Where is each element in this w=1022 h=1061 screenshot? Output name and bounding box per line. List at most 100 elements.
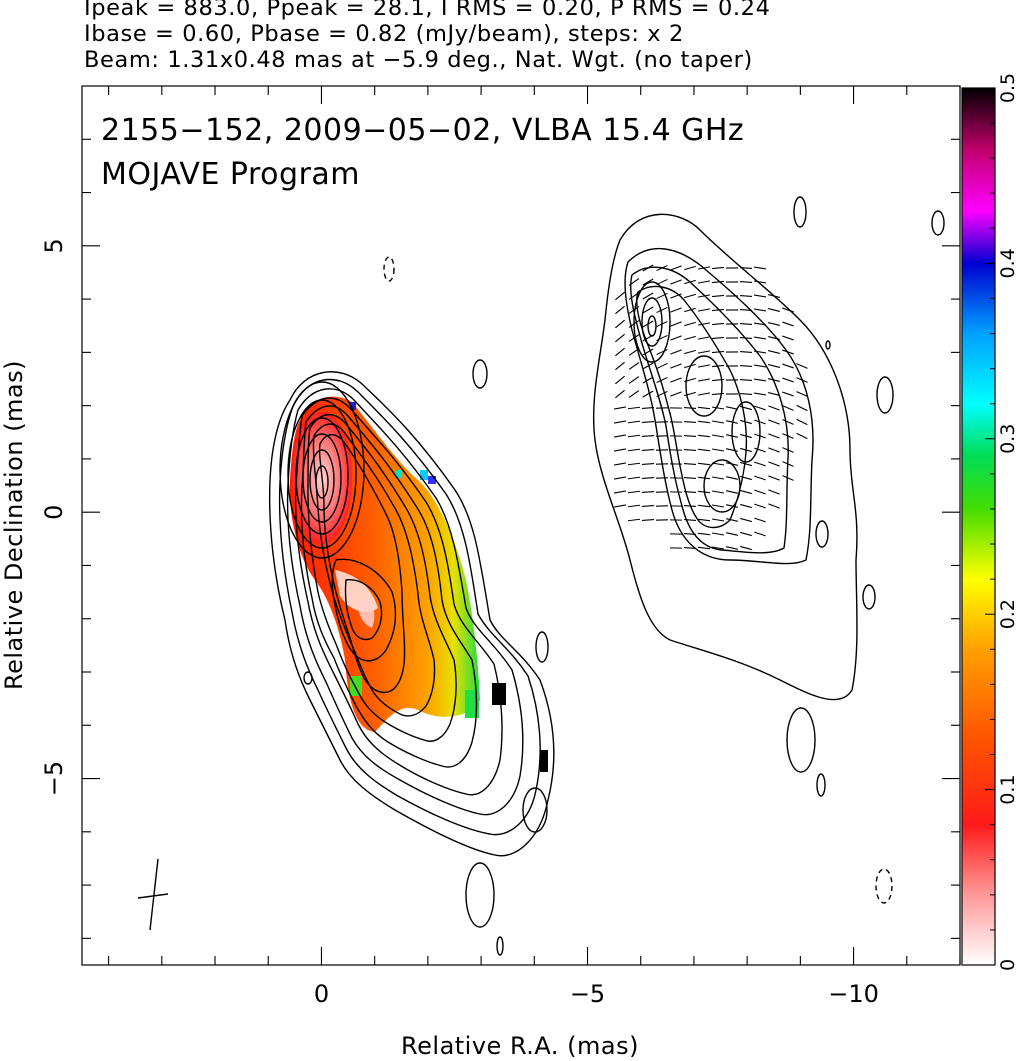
evpa-vector	[642, 376, 654, 384]
evpa-vector	[726, 420, 738, 424]
evpa-vector	[697, 490, 711, 494]
evpa-vector	[711, 504, 725, 508]
evpa-vector	[642, 362, 654, 370]
evpa-vector	[739, 351, 753, 353]
evpa-vectors	[613, 264, 808, 551]
evpa-vector	[641, 406, 655, 410]
evpa-vector	[684, 307, 696, 313]
plot-frame	[81, 85, 961, 966]
evpa-vector	[726, 532, 738, 536]
evpa-vector	[698, 266, 710, 270]
evpa-vector	[656, 362, 668, 370]
evpa-vector	[754, 419, 766, 425]
evpa-vector	[768, 447, 780, 453]
evpa-vector	[740, 489, 752, 495]
x-tick-label: −10	[828, 980, 879, 1008]
evpa-vector	[740, 517, 752, 523]
header-line-1: Ipeak = 883.0, Ppeak = 28.1, I RMS = 0.2…	[84, 0, 771, 21]
evpa-vector	[739, 281, 753, 283]
evpa-vector	[698, 378, 710, 382]
evpa-vector	[768, 322, 780, 326]
evpa-vector	[698, 364, 710, 368]
evpa-vector	[753, 378, 767, 382]
evpa-vector	[627, 518, 641, 522]
evpa-vector	[726, 504, 738, 508]
evpa-vector	[670, 279, 682, 285]
evpa-vector	[641, 462, 655, 466]
evpa-vector	[768, 475, 780, 481]
evpa-vector	[683, 519, 697, 521]
evpa-vector	[613, 448, 627, 452]
evpa-vector	[796, 404, 808, 412]
evpa-vector	[768, 461, 780, 467]
evpa-vector	[683, 533, 697, 535]
evpa-vector	[726, 546, 738, 550]
evpa-vector	[754, 447, 766, 453]
evpa-vector	[697, 476, 711, 480]
evpa-vector	[782, 447, 794, 453]
evpa-vector	[698, 336, 710, 340]
evpa-vector	[656, 376, 668, 384]
evpa-vector	[697, 532, 711, 536]
evpa-vector	[670, 335, 682, 341]
evpa-vector	[697, 406, 711, 410]
evpa-vector	[740, 433, 752, 439]
evpa-vector	[782, 307, 794, 313]
evpa-vector	[768, 419, 780, 425]
evpa-vector	[627, 462, 641, 466]
evpa-vector	[670, 293, 682, 299]
evpa-vector	[739, 295, 753, 297]
evpa-vector	[754, 517, 766, 523]
evpa-vector	[642, 264, 654, 272]
evpa-vector	[613, 504, 627, 508]
beam-marker	[137, 858, 169, 931]
evpa-vector	[711, 392, 725, 396]
evpa-vector	[711, 462, 725, 466]
evpa-vector	[670, 321, 682, 327]
evpa-vector	[615, 375, 625, 385]
evpa-vector	[754, 475, 766, 481]
evpa-vector	[628, 376, 640, 384]
evpa-vector	[613, 490, 627, 494]
evpa-vector	[613, 476, 627, 480]
evpa-vector	[740, 545, 752, 551]
evpa-vector	[711, 546, 725, 550]
evpa-vector	[697, 462, 711, 466]
evpa-vector	[627, 504, 641, 508]
evpa-vector	[782, 433, 794, 439]
evpa-vector	[656, 320, 668, 328]
evpa-vector	[768, 336, 780, 340]
evpa-vector	[641, 490, 655, 494]
evpa-vector	[641, 518, 655, 522]
evpa-vector	[768, 489, 780, 495]
evpa-vector	[683, 435, 697, 437]
evpa-vector	[615, 291, 625, 301]
evpa-vector	[656, 306, 668, 314]
axis-tick-labels: 0 −5 −10 5 0 −5	[40, 238, 879, 1008]
header-line-3: Beam: 1.31x0.48 mas at −5.9 deg., Nat. W…	[84, 47, 753, 73]
evpa-vector	[726, 490, 738, 494]
evpa-vector	[796, 391, 808, 397]
evpa-vector	[615, 305, 625, 315]
evpa-vector	[683, 477, 697, 479]
evpa-vector	[796, 432, 808, 440]
evpa-vector	[670, 391, 682, 397]
evpa-vector	[726, 406, 738, 410]
evpa-vector	[753, 350, 767, 354]
colorbar-tick-label: 0.5	[997, 73, 1019, 103]
evpa-vector	[739, 379, 753, 381]
evpa-vector	[782, 461, 794, 467]
evpa-vector	[683, 407, 697, 409]
evpa-vector	[615, 333, 625, 343]
evpa-vector	[642, 334, 654, 342]
evpa-vector	[726, 462, 738, 466]
evpa-vector	[711, 294, 725, 298]
evpa-vector	[782, 363, 794, 369]
evpa-vector	[753, 392, 767, 396]
evpa-vector	[656, 292, 668, 300]
evpa-vector	[615, 361, 625, 371]
evpa-vector	[768, 392, 780, 396]
evpa-vector	[726, 448, 738, 452]
evpa-vector	[740, 475, 752, 481]
